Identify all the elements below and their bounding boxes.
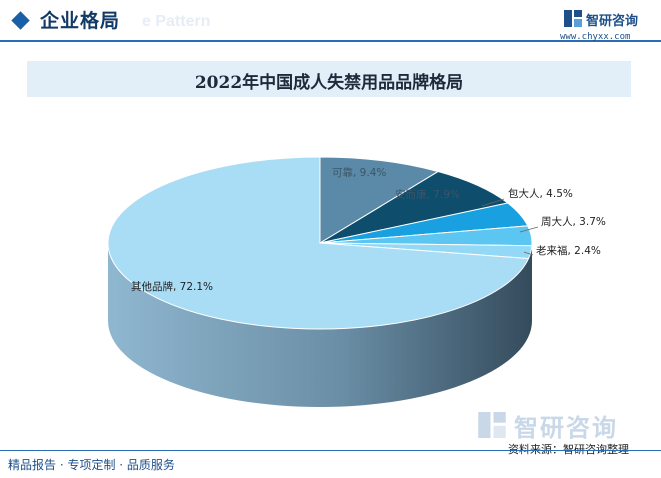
pie-slice [107,156,530,330]
slice-label: 可靠, 9.4% [332,166,386,179]
diamond-icon [11,11,30,30]
brand-logo: 智研咨询 www.chyxx.com [560,10,655,42]
pie-side-wall [108,243,532,407]
slice-label: 其他品牌, 72.1% [131,280,213,293]
brand-url: www.chyxx.com [560,32,631,42]
footer-tagline: 精品报告 · 专项定制 · 品质服务 [8,458,175,472]
header-divider [0,40,661,42]
pie-labels: 可靠, 9.4% 安而康, 7.9% 包大人, 4.5% 周大人, 3.7% 老来福, … [131,166,606,293]
chart-title: 2022年中国成人失禁用品品牌格局 [194,73,464,93]
label-leader-line [523,251,534,256]
section-header: 企业格局 e Pattern [0,0,661,44]
slice-label: 周大人, 3.7% [541,215,606,228]
brand-name: 智研咨询 [586,14,639,29]
header-watermark: e Pattern [142,13,211,30]
pie-chart: 可靠, 9.4% 安而康, 7.9% 包大人, 4.5% 周大人, 3.7% 老来福, … [107,156,606,407]
label-leader-line [481,198,505,207]
footer-divider [0,450,661,451]
chart-title-bar: 2022年中国成人失禁用品品牌格局 [27,61,631,97]
pie-top [107,156,533,330]
bottom-logo: 智研咨询 [478,412,648,442]
pie-slice [319,171,509,244]
chyxx-logo-icon [564,10,582,27]
label-leader-line [519,226,539,233]
slice-label: 老来福, 2.4% [536,244,601,257]
chyxx-logo-icon [478,412,506,438]
pie-side [108,243,532,407]
slice-label: 安而康, 7.9% [395,188,460,201]
pie-slice [319,156,440,244]
slice-label: 包大人, 4.5% [508,187,573,200]
data-source: 资料来源：智研咨询整理 [508,443,629,456]
section-title: 企业格局 [40,10,121,32]
bottom-logo-name: 智研咨询 [514,414,618,442]
